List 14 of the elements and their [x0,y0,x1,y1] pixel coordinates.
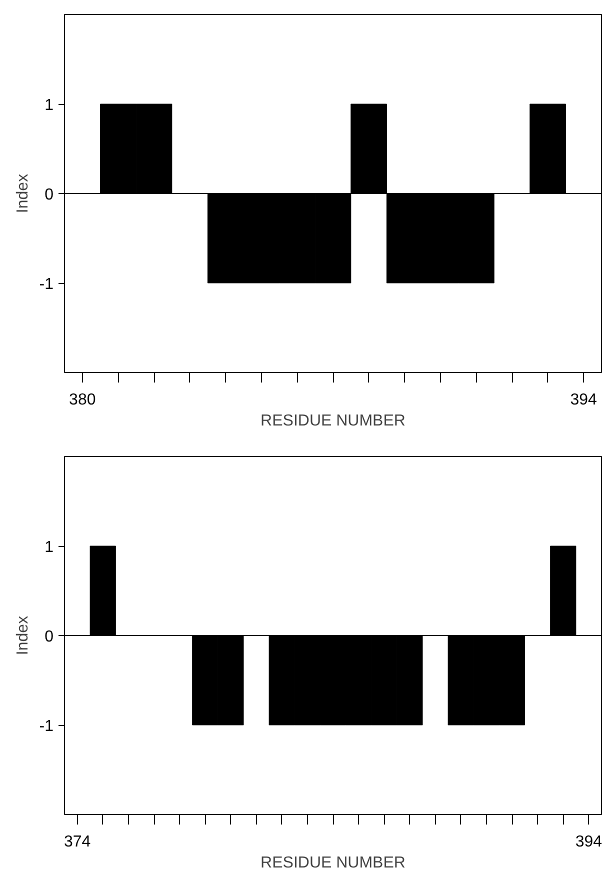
y-tick-label: -1 [39,276,54,293]
y-tick-label: 1 [44,539,54,556]
x-tick-label: 380 [69,392,96,408]
y-tick-label: 0 [44,186,54,204]
y-tick-label: -1 [39,718,54,735]
x-tick-label: 394 [570,392,598,408]
x-axis-title: RESIDUE NUMBER [260,854,406,872]
x-axis-title: RESIDUE NUMBER [260,412,406,430]
y-tick-label: 1 [44,97,54,114]
y-axis-title: Index [14,174,32,214]
y-tick-label: 0 [44,628,54,646]
x-tick-label: 374 [64,834,91,850]
x-tick-label: 394 [575,834,602,850]
y-axis-title: Index [14,616,32,656]
